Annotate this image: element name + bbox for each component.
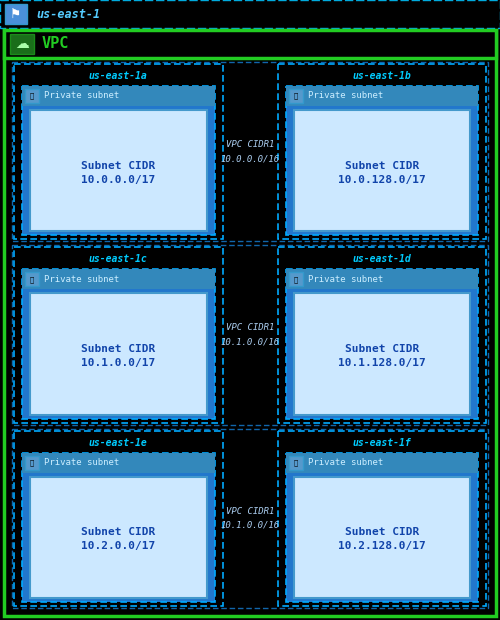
Bar — [22, 86, 214, 106]
Text: Subnet CIDR: Subnet CIDR — [81, 528, 156, 538]
Text: 10.2.0.0/17: 10.2.0.0/17 — [81, 541, 156, 551]
Bar — [286, 269, 478, 418]
Text: us-east-1a: us-east-1a — [89, 71, 148, 81]
Bar — [30, 110, 206, 231]
Text: VPC CIDR1: VPC CIDR1 — [226, 507, 274, 516]
Text: Subnet CIDR: Subnet CIDR — [344, 161, 419, 171]
Bar — [22, 453, 214, 602]
Bar — [288, 456, 302, 470]
Text: Subnet CIDR: Subnet CIDR — [81, 161, 156, 171]
Bar — [12, 246, 488, 425]
Text: 🔒: 🔒 — [294, 93, 298, 99]
Bar — [294, 293, 470, 415]
Bar — [5, 4, 27, 24]
Text: Private subnet: Private subnet — [44, 458, 120, 467]
Bar — [294, 477, 470, 598]
Text: ⚑: ⚑ — [10, 7, 22, 20]
Bar — [14, 64, 222, 239]
Bar — [10, 34, 34, 54]
Text: VPC: VPC — [42, 37, 70, 51]
Text: 10.2.128.0/17: 10.2.128.0/17 — [338, 541, 426, 551]
Bar — [286, 453, 478, 472]
Bar — [294, 110, 470, 231]
Bar — [278, 431, 486, 606]
Text: VPC CIDR1: VPC CIDR1 — [226, 324, 274, 332]
Text: 10.1.0.0/16: 10.1.0.0/16 — [220, 521, 280, 530]
Text: ☁: ☁ — [15, 37, 29, 51]
Bar — [12, 428, 488, 608]
Text: 10.1.0.0/17: 10.1.0.0/17 — [81, 358, 156, 368]
Bar — [30, 293, 206, 415]
Bar — [14, 431, 222, 606]
Text: us-east-1f: us-east-1f — [352, 438, 411, 448]
Text: Subnet CIDR: Subnet CIDR — [81, 344, 156, 354]
Bar — [25, 456, 39, 470]
Bar — [278, 64, 486, 239]
Text: 🔒: 🔒 — [294, 459, 298, 466]
Text: Private subnet: Private subnet — [44, 275, 120, 284]
Text: Private subnet: Private subnet — [308, 275, 383, 284]
Text: us-east-1c: us-east-1c — [89, 254, 148, 264]
Bar — [22, 269, 214, 290]
Bar — [22, 86, 214, 236]
Text: us-east-1b: us-east-1b — [352, 71, 411, 81]
Bar — [286, 453, 478, 602]
Text: 10.0.0.0/17: 10.0.0.0/17 — [81, 175, 156, 185]
Bar — [12, 62, 488, 241]
Text: Subnet CIDR: Subnet CIDR — [344, 344, 419, 354]
Text: 10.0.0.0/16: 10.0.0.0/16 — [220, 154, 280, 163]
Text: VPC CIDR1: VPC CIDR1 — [226, 140, 274, 149]
Bar — [0, 0, 500, 28]
Bar — [4, 30, 496, 58]
Bar — [25, 89, 39, 103]
Bar — [22, 269, 214, 418]
Text: 10.1.0.0/16: 10.1.0.0/16 — [220, 337, 280, 347]
Text: 10.0.128.0/17: 10.0.128.0/17 — [338, 175, 426, 185]
Text: 🔒: 🔒 — [30, 276, 34, 283]
Bar — [286, 86, 478, 236]
Text: 🔒: 🔒 — [30, 459, 34, 466]
Bar — [25, 272, 39, 286]
Text: Private subnet: Private subnet — [44, 92, 120, 100]
Bar — [288, 272, 302, 286]
Text: Private subnet: Private subnet — [308, 92, 383, 100]
Text: us-east-1: us-east-1 — [36, 7, 100, 20]
Bar — [278, 247, 486, 423]
Bar — [286, 269, 478, 290]
Text: 🔒: 🔒 — [30, 93, 34, 99]
Bar — [14, 247, 222, 423]
Bar — [22, 453, 214, 472]
Bar — [30, 477, 206, 598]
Bar — [286, 86, 478, 106]
Text: Subnet CIDR: Subnet CIDR — [344, 528, 419, 538]
Text: 🔒: 🔒 — [294, 276, 298, 283]
Text: us-east-1d: us-east-1d — [352, 254, 411, 264]
Bar — [288, 89, 302, 103]
Text: Private subnet: Private subnet — [308, 458, 383, 467]
Text: 10.1.128.0/17: 10.1.128.0/17 — [338, 358, 426, 368]
Text: us-east-1e: us-east-1e — [89, 438, 148, 448]
